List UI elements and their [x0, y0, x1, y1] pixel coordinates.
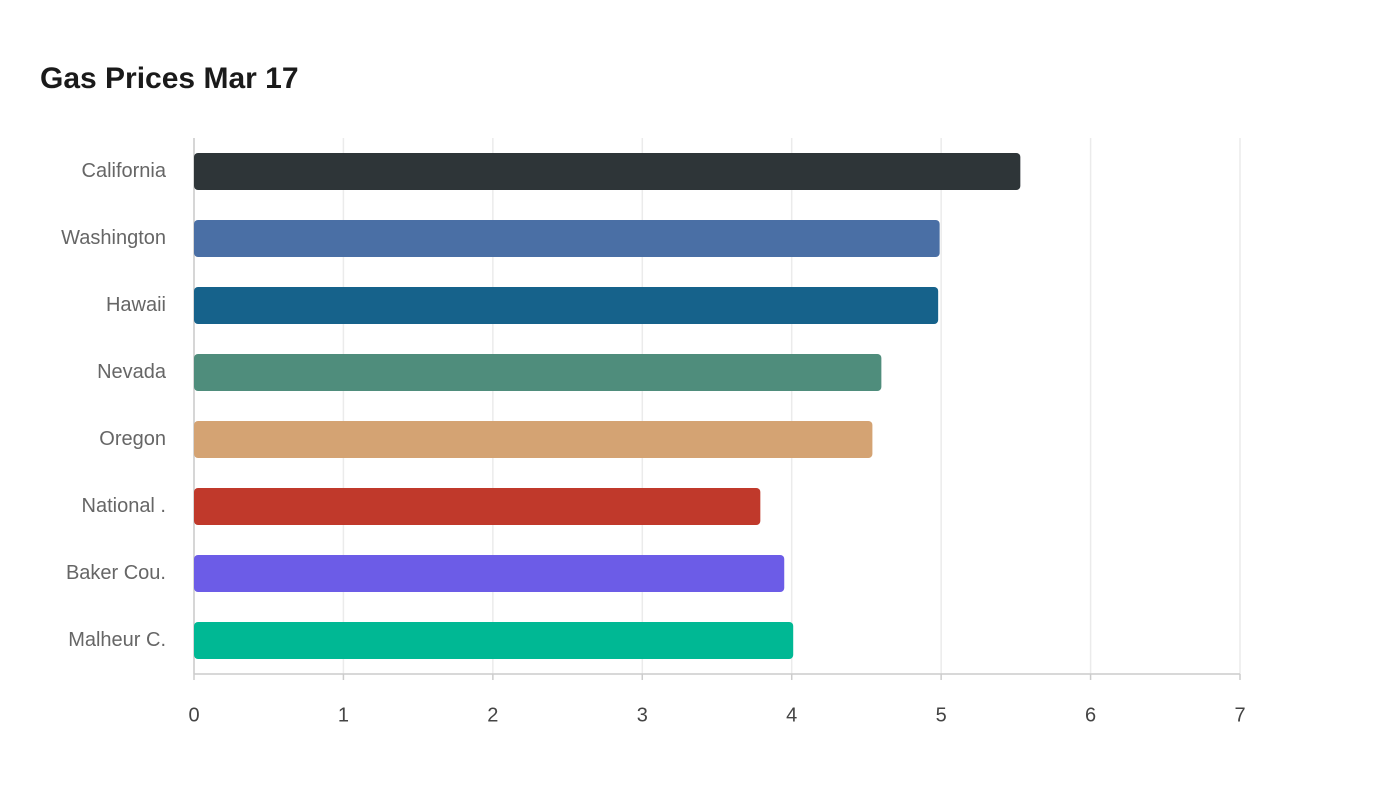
bar [194, 488, 761, 525]
y-tick-label: California [82, 160, 167, 182]
y-tick-label: Washington [61, 227, 166, 249]
bar [194, 287, 939, 324]
x-tick-label: 5 [936, 704, 947, 726]
y-tick-label: Malheur C. [68, 629, 166, 651]
x-tick-label: 1 [338, 704, 349, 726]
y-tick-label: Nevada [97, 361, 167, 383]
chart-title: Gas Prices Mar 17 [40, 62, 299, 95]
x-tick-label: 2 [487, 704, 498, 726]
bar [194, 354, 882, 391]
x-tick-label: 6 [1085, 704, 1096, 726]
x-tick-label: 0 [188, 704, 199, 726]
x-tick-label: 4 [786, 704, 797, 726]
bar [194, 220, 940, 257]
bar [194, 153, 1021, 190]
x-tick-label: 3 [637, 704, 648, 726]
bar [194, 622, 794, 659]
y-tick-label: Oregon [99, 428, 166, 450]
y-tick-label: Hawaii [106, 294, 166, 316]
bar [194, 421, 873, 458]
y-tick-label: Baker Cou. [66, 562, 166, 584]
y-tick-label: National . [82, 495, 167, 517]
bar [194, 555, 785, 592]
x-tick-label: 7 [1234, 704, 1245, 726]
